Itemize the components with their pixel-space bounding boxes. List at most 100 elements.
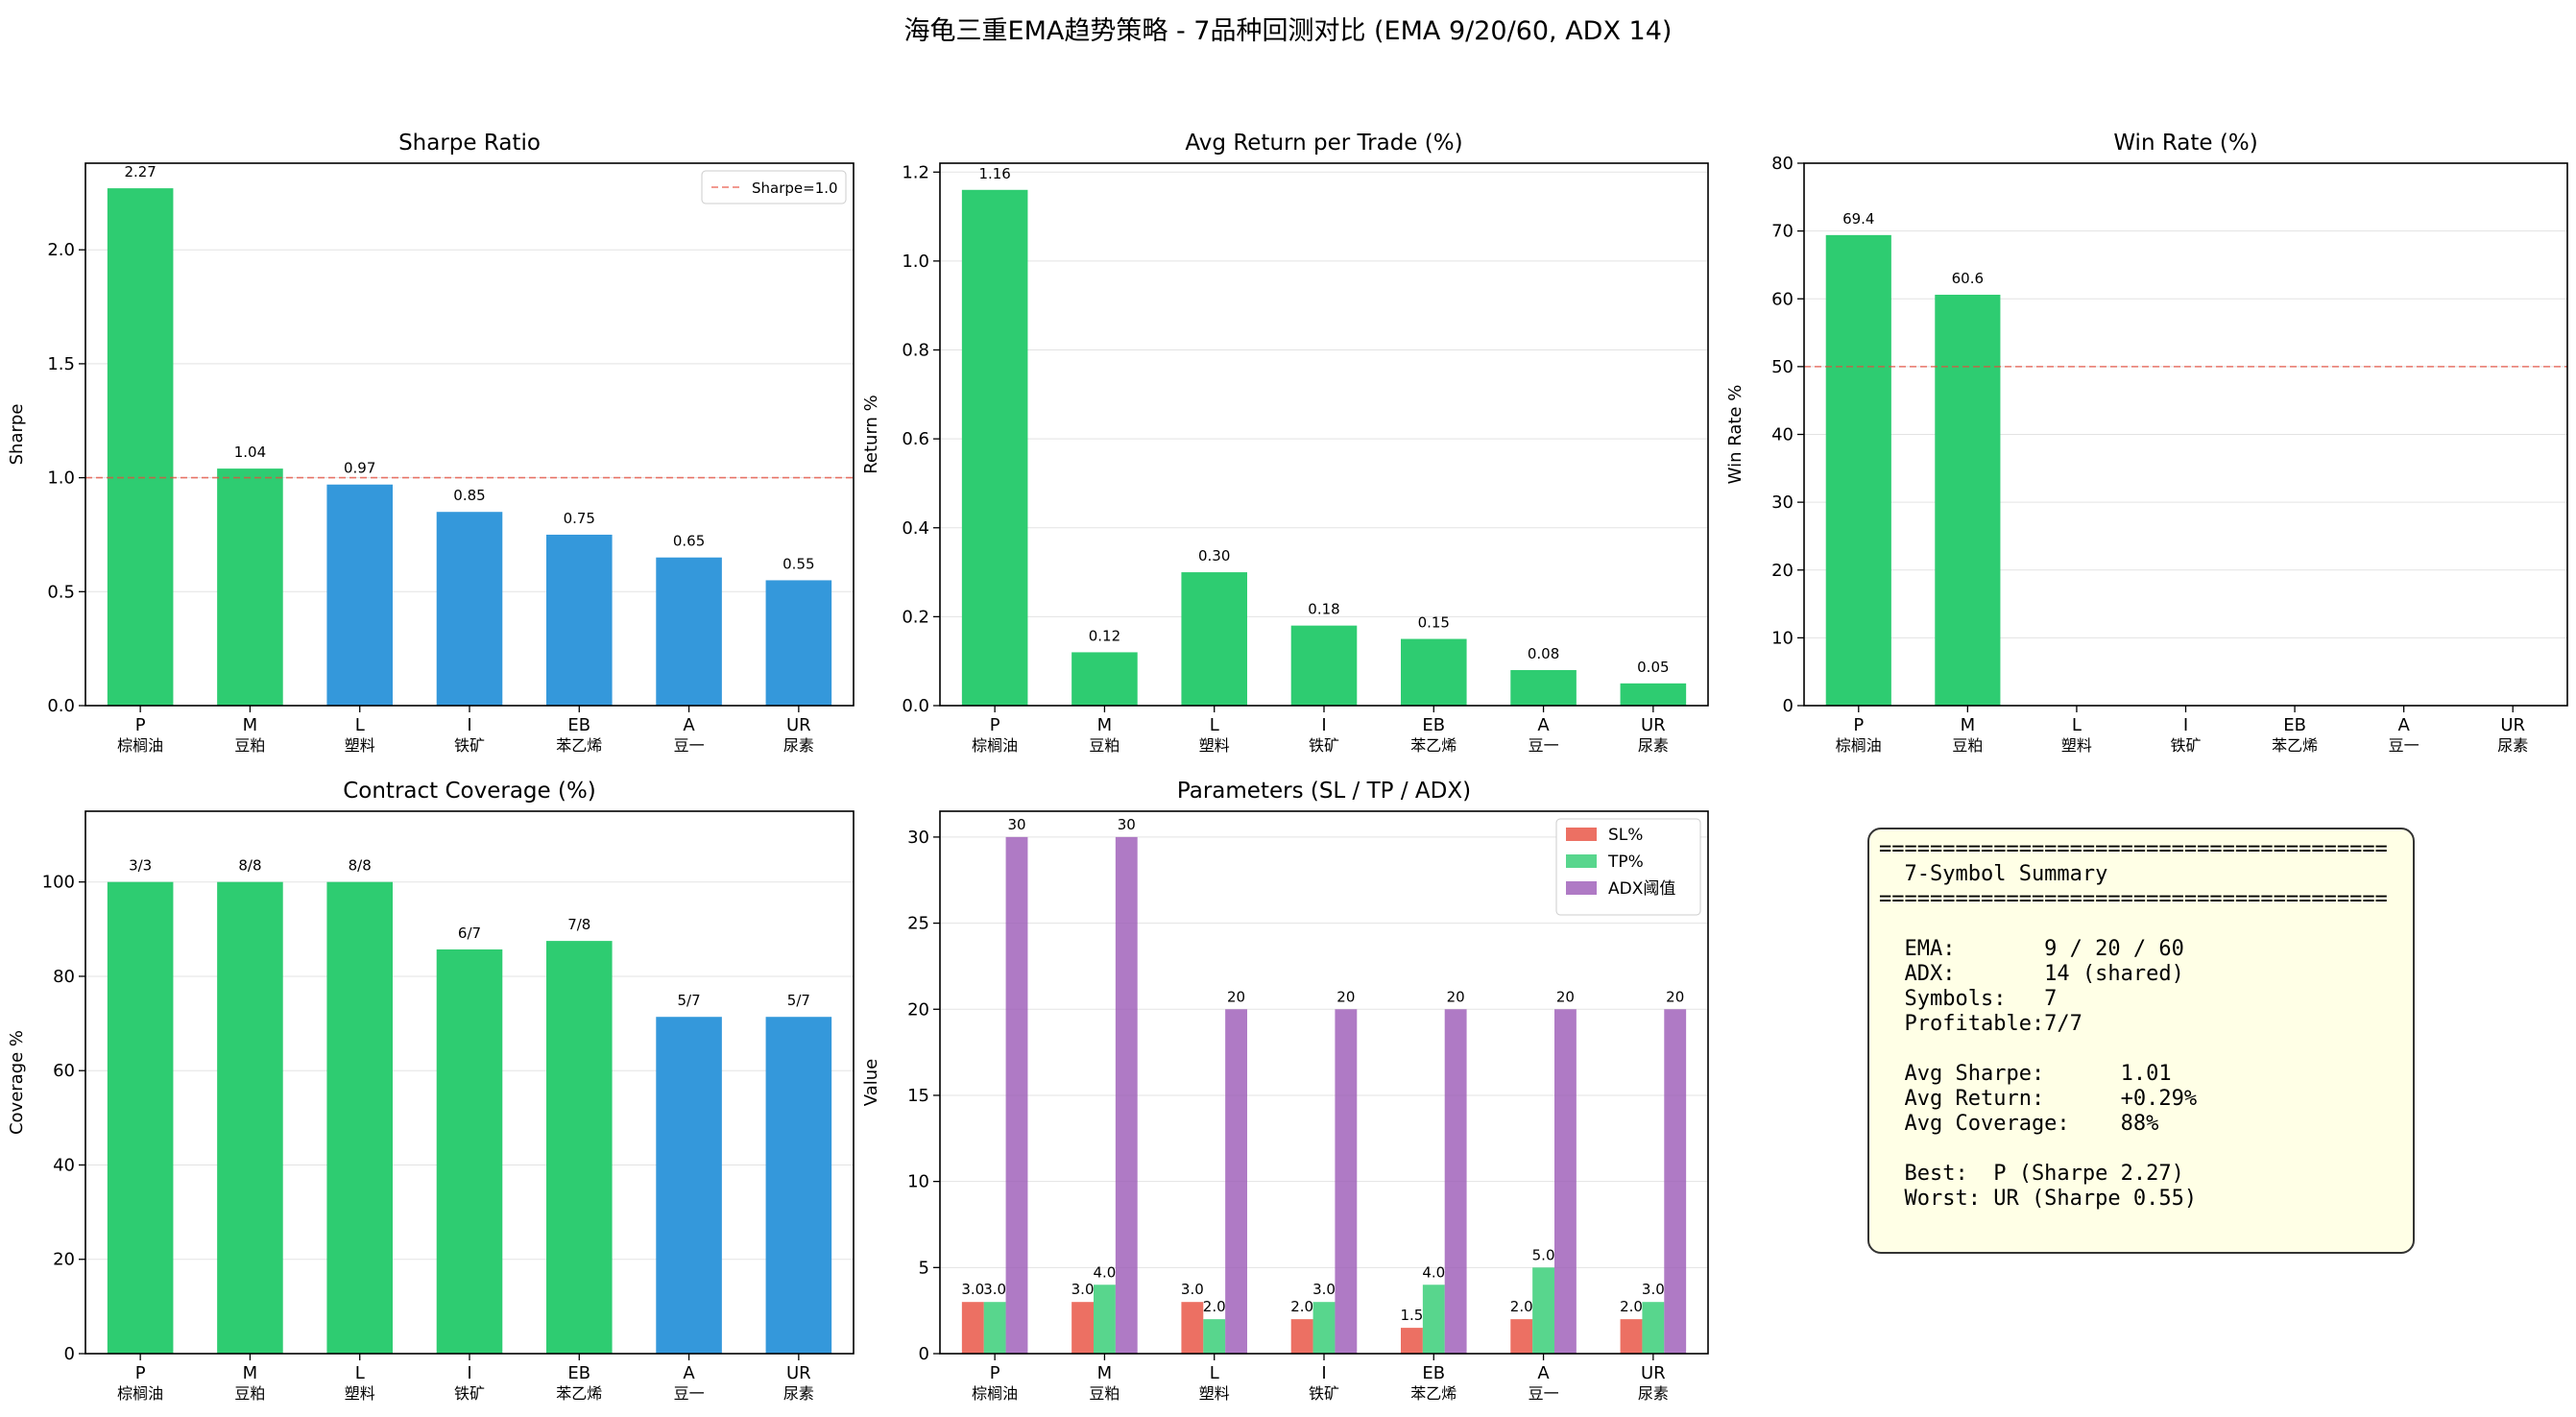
data-label: 0.55 [782, 555, 814, 572]
legend-label: Sharpe=1.0 [752, 180, 838, 197]
y-tick-label: 25 [907, 914, 929, 934]
x-tick-code: UR [1641, 715, 1666, 735]
data-label: 69.4 [1842, 210, 1874, 228]
bar [1181, 1302, 1204, 1354]
data-label: 0.30 [1198, 547, 1230, 564]
bar [961, 1302, 984, 1354]
y-axis-label: Win Rate % [1725, 385, 1745, 485]
x-tick-code: L [355, 715, 365, 735]
bar [1935, 295, 2001, 706]
x-tick-name: 铁矿 [454, 1384, 485, 1403]
bar [546, 941, 613, 1354]
y-tick-label: 15 [907, 1086, 929, 1106]
bar [1094, 1285, 1116, 1354]
data-label: 3.0 [961, 1281, 984, 1298]
data-label: 8/8 [238, 857, 261, 875]
bar [546, 534, 613, 706]
x-tick-code: M [243, 1363, 258, 1383]
data-label: 5.0 [1532, 1246, 1555, 1263]
x-tick-name: 苯乙烯 [1410, 1384, 1457, 1403]
bar [1335, 1009, 1358, 1354]
y-tick-label: 0.0 [47, 696, 75, 716]
x-tick-code: EB [567, 1363, 590, 1383]
y-tick-label: 60 [1771, 289, 1794, 309]
y-tick-label: 0.6 [902, 429, 929, 449]
data-label: 20 [1556, 988, 1575, 1005]
data-label: 0.05 [1637, 659, 1669, 676]
y-tick-label: 0 [919, 1344, 929, 1364]
x-tick-code: A [1537, 715, 1550, 735]
data-label: 3.0 [1071, 1281, 1095, 1298]
bar [1510, 1319, 1533, 1354]
legend-label: ADX阈值 [1608, 879, 1675, 899]
y-tick-label: 50 [1771, 357, 1794, 377]
x-tick-name: 豆粕 [1952, 736, 1983, 755]
bar [1620, 683, 1687, 706]
x-tick-code: I [1321, 715, 1326, 735]
x-tick-name: 豆一 [1529, 736, 1559, 755]
legend-label: TP% [1607, 853, 1644, 872]
y-tick-label: 100 [42, 873, 75, 893]
legend: Sharpe=1.0 [701, 170, 847, 204]
data-label: 3.0 [1181, 1281, 1204, 1298]
x-tick-code: A [683, 1363, 695, 1383]
x-tick-name: 苯乙烯 [556, 1384, 602, 1403]
axes-frame [84, 810, 855, 1355]
bar [326, 484, 393, 706]
x-tick-code: I [2183, 715, 2188, 735]
chart-title: Parameters (SL / TP / ADX) [1177, 779, 1471, 804]
data-label: 60.6 [1952, 270, 1984, 287]
data-label: 0.18 [1308, 601, 1339, 618]
y-tick-label: 60 [53, 1061, 75, 1081]
bar [656, 557, 722, 706]
bar [765, 580, 832, 706]
data-label: 3.0 [1642, 1281, 1665, 1298]
x-tick-code: M [243, 715, 258, 735]
x-tick-name: 棕榈油 [1836, 736, 1882, 755]
x-tick-code: M [1961, 715, 1976, 735]
x-tick-name: 苯乙烯 [2272, 736, 2318, 755]
data-label: 2.0 [1203, 1298, 1226, 1315]
x-tick-code: P [135, 715, 146, 735]
x-tick-code: A [1537, 1363, 1550, 1383]
x-tick-name: 棕榈油 [972, 1384, 1018, 1403]
bar [107, 188, 174, 706]
data-label: 7/8 [567, 916, 590, 933]
legend-swatch [1566, 881, 1597, 895]
y-tick-label: 20 [1771, 561, 1794, 581]
y-tick-label: 70 [1771, 222, 1794, 242]
x-tick-code: P [990, 715, 1000, 735]
x-tick-name: 尿素 [783, 736, 814, 755]
data-label: 2.0 [1510, 1298, 1533, 1315]
legend: SL% TP% ADX阈值 [1555, 818, 1701, 916]
x-tick-name: 苯乙烯 [1410, 736, 1457, 755]
y-tick-label: 5 [919, 1258, 929, 1278]
data-label: 1.16 [978, 165, 1010, 182]
x-tick-code: L [1210, 715, 1219, 735]
bar [1071, 1302, 1094, 1354]
data-label: 0.15 [1418, 614, 1450, 632]
x-tick-name: 豆粕 [1089, 1384, 1119, 1403]
bar [961, 189, 1028, 707]
y-tick-label: 10 [907, 1172, 929, 1192]
data-label: 20 [1227, 988, 1245, 1005]
y-tick-label: 80 [53, 967, 75, 987]
bar [765, 1017, 832, 1354]
data-label: 2.0 [1620, 1298, 1643, 1315]
x-tick-code: EB [2283, 715, 2306, 735]
x-tick-name: 豆粕 [1089, 736, 1119, 755]
bar [1642, 1302, 1665, 1354]
x-tick-code: P [135, 1363, 146, 1383]
y-tick-label: 1.0 [47, 468, 75, 489]
summary-text: ========================================… [1879, 837, 2388, 1211]
axes-frame [84, 162, 855, 707]
data-label: 0.65 [673, 533, 705, 550]
bar [1510, 669, 1577, 706]
y-tick-label: 40 [53, 1155, 75, 1175]
data-label: 8/8 [349, 857, 372, 875]
chart-title: Win Rate (%) [2113, 131, 2257, 156]
x-tick-name: 棕榈油 [972, 736, 1018, 755]
data-label: 20 [1666, 988, 1684, 1005]
y-tick-label: 0.5 [47, 582, 75, 602]
y-axis-label: Value [861, 1059, 881, 1106]
